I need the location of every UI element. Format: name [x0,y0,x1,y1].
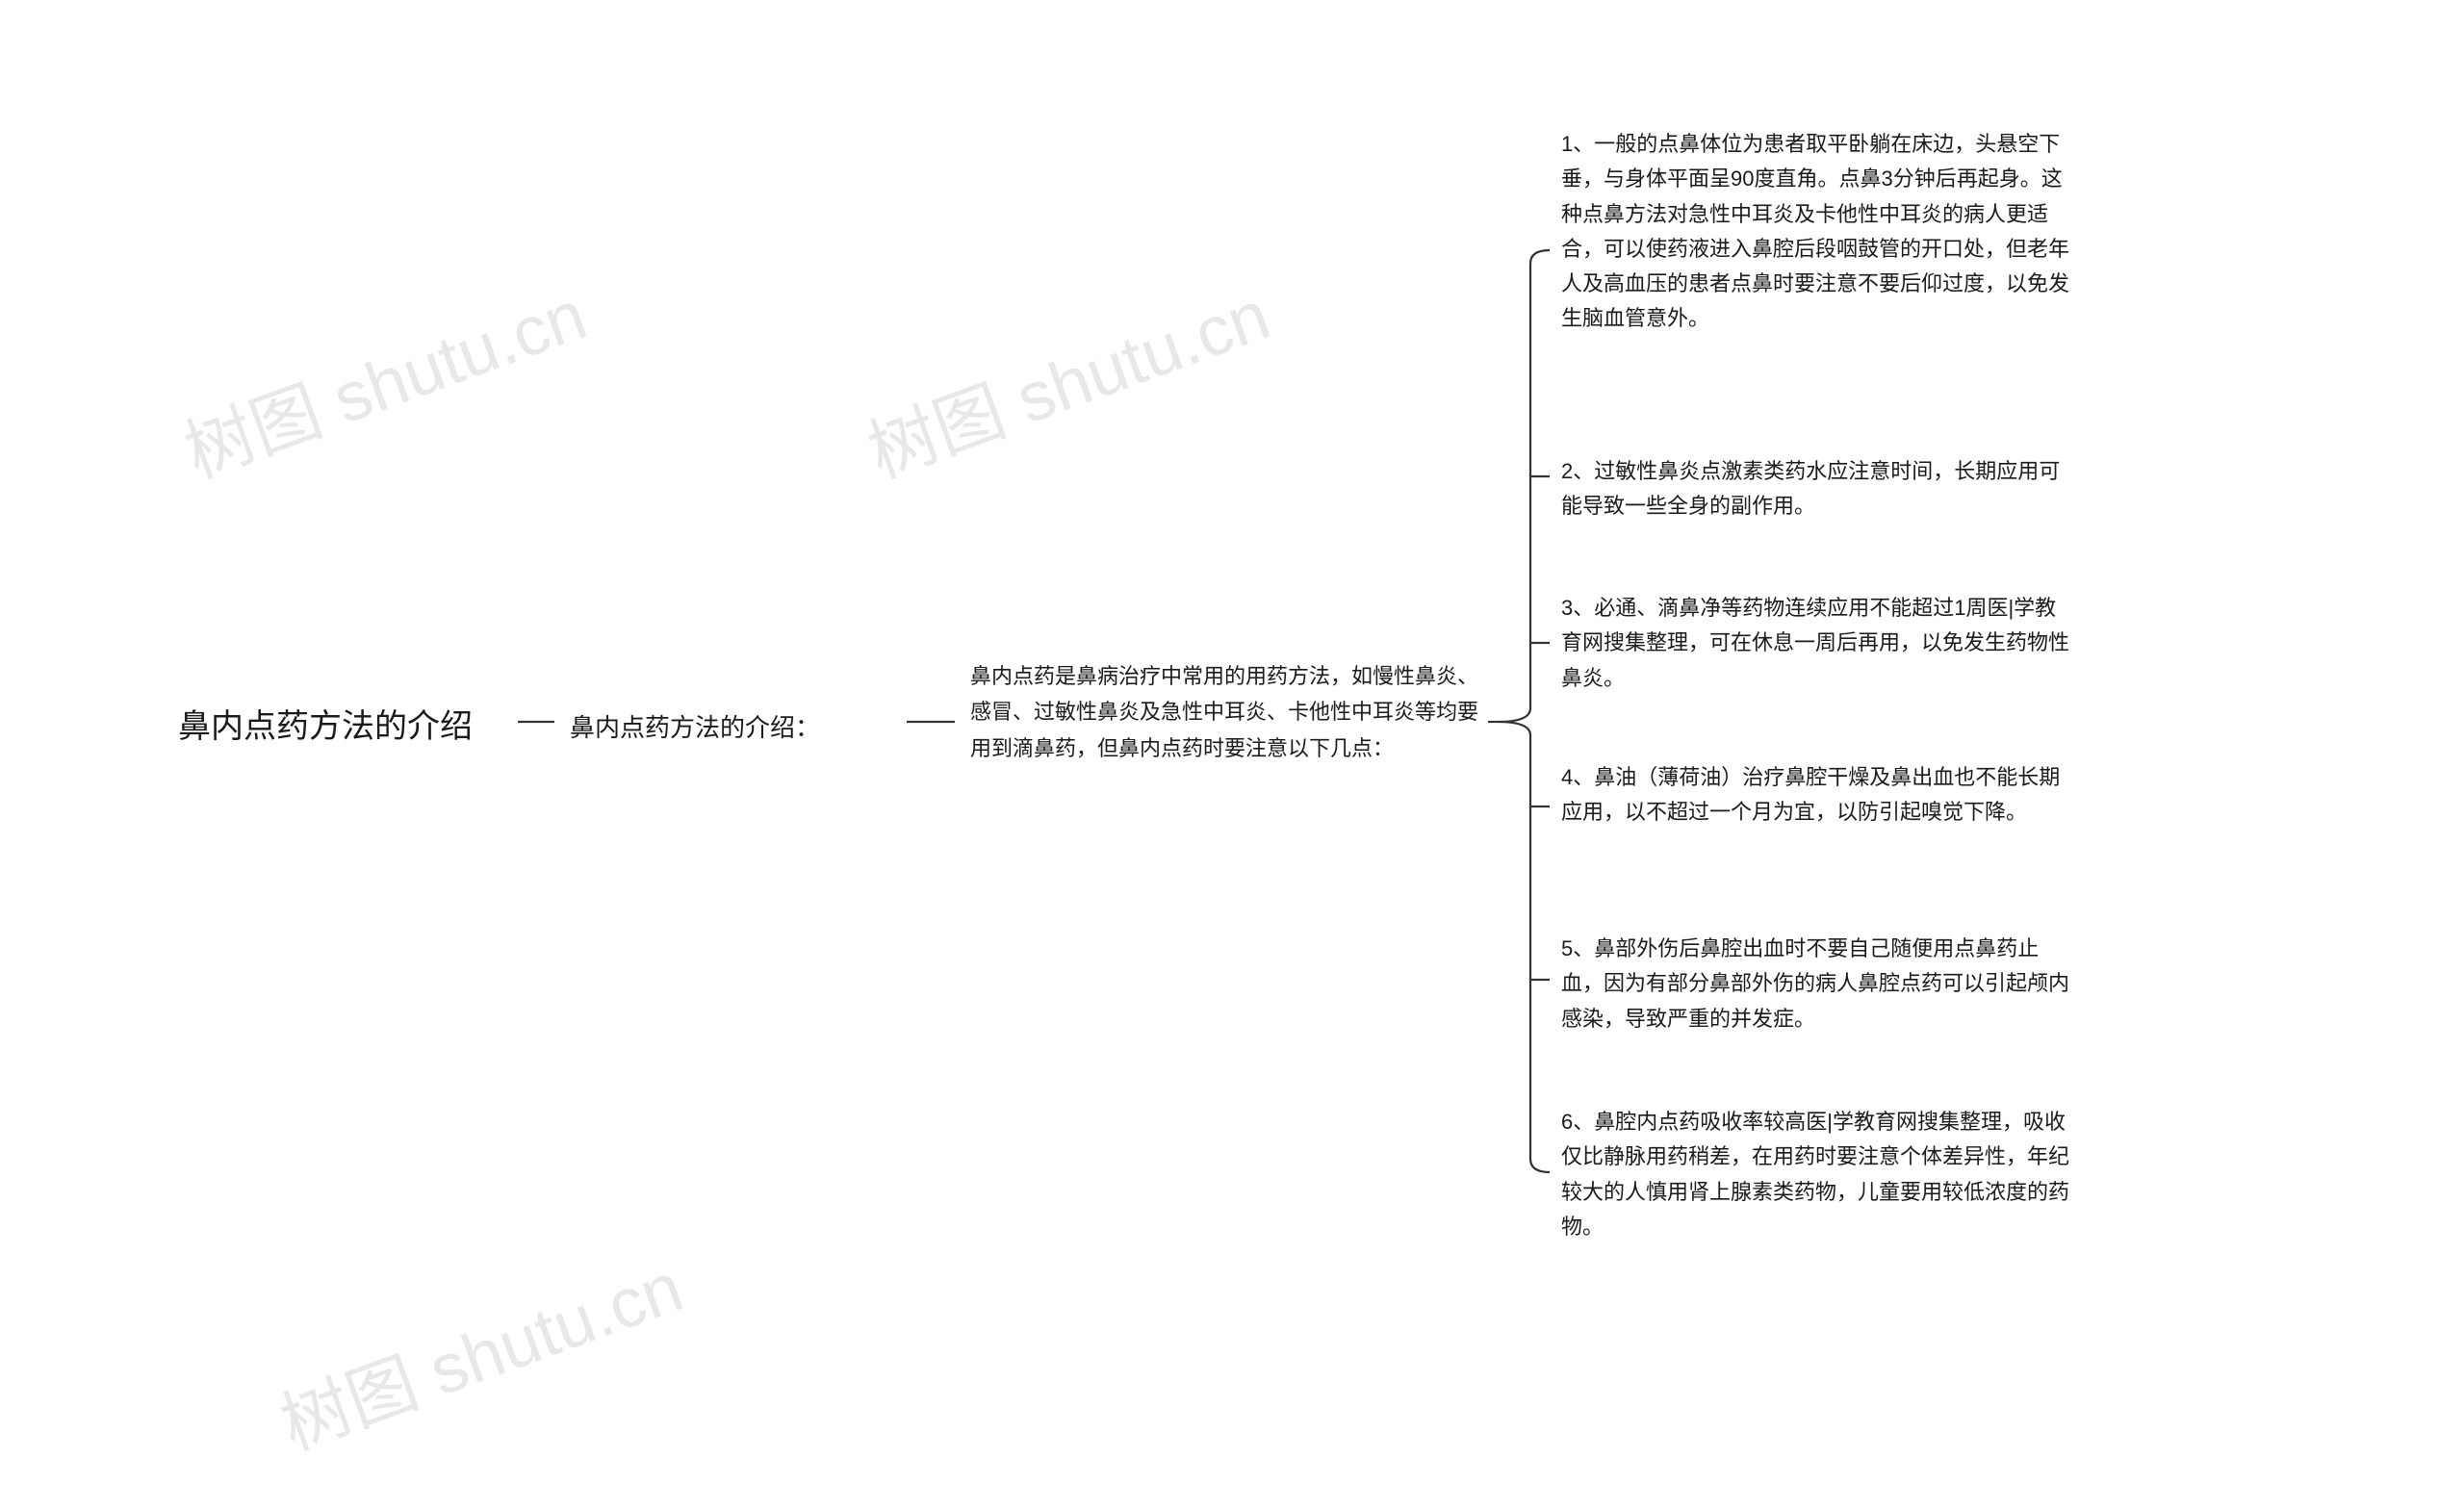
leaf-node-2: 2、过敏性鼻炎点激素类药水应注意时间，长期应用可能导致一些全身的副作用。 [1561,454,2071,525]
level2-node: 鼻内点药是鼻病治疗中常用的用药方法，如慢性鼻炎、感冒、过敏性鼻炎及急性中耳炎、卡… [970,658,1480,766]
mindmap-container: 鼻内点药方法的介绍 鼻内点药方法的介绍： 鼻内点药是鼻病治疗中常用的用药方法，如… [0,0,2464,1510]
leaf-node-4: 4、鼻油（薄荷油）治疗鼻腔干燥及鼻出血也不能长期应用，以不超过一个月为宜，以防引… [1561,760,2071,831]
leaf-node-5: 5、鼻部外伤后鼻腔出血时不要自己随便用点鼻药止血，因为有部分鼻部外伤的病人鼻腔点… [1561,932,2071,1037]
level1-node: 鼻内点药方法的介绍： [570,708,820,749]
leaf-node-6: 6、鼻腔内点药吸收率较高医|学教育网搜集整理，吸收仅比静脉用药稍差，在用药时要注… [1561,1105,2071,1244]
leaf-node-3: 3、必通、滴鼻净等药物连续应用不能超过1周医|学教育网搜集整理，可在休息一周后再… [1561,591,2071,696]
root-node: 鼻内点药方法的介绍 [178,701,473,753]
leaf-node-1: 1、一般的点鼻体位为患者取平卧躺在床边，头悬空下垂，与身体平面呈90度直角。点鼻… [1561,127,2071,337]
